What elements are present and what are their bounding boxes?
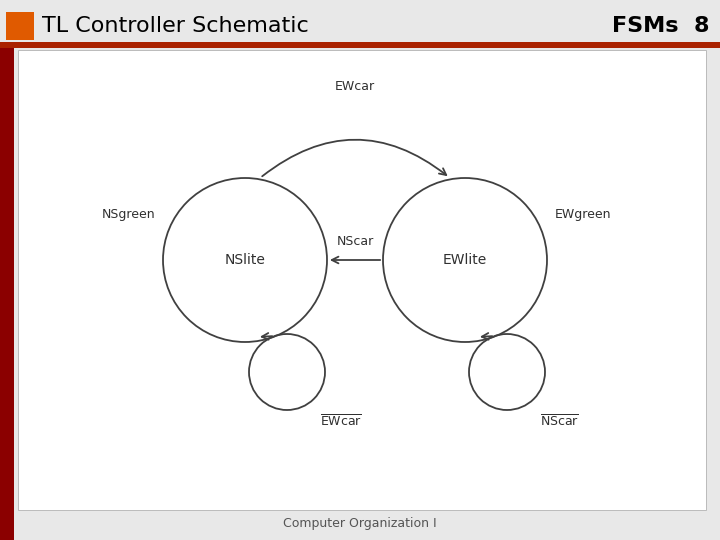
Text: NSgreen: NSgreen: [102, 208, 155, 221]
Text: EWgreen: EWgreen: [555, 208, 611, 221]
Text: FSMs  8: FSMs 8: [613, 16, 710, 36]
Text: NScar: NScar: [336, 235, 374, 248]
Text: NSlite: NSlite: [225, 253, 266, 267]
Text: EWcar: EWcar: [335, 80, 375, 93]
Bar: [0, 48, 14, 540]
Text: TL Controller Schematic: TL Controller Schematic: [42, 16, 309, 36]
Text: EWlite: EWlite: [443, 253, 487, 267]
Bar: [18, 50, 706, 510]
Text: $\overline{\mathregular{NScar}}$: $\overline{\mathregular{NScar}}$: [540, 414, 579, 429]
Text: $\overline{\mathregular{EWcar}}$: $\overline{\mathregular{EWcar}}$: [320, 414, 362, 429]
Bar: [0, 42, 720, 48]
Text: Computer Organization I: Computer Organization I: [283, 517, 437, 530]
Bar: [6, 12, 34, 40]
